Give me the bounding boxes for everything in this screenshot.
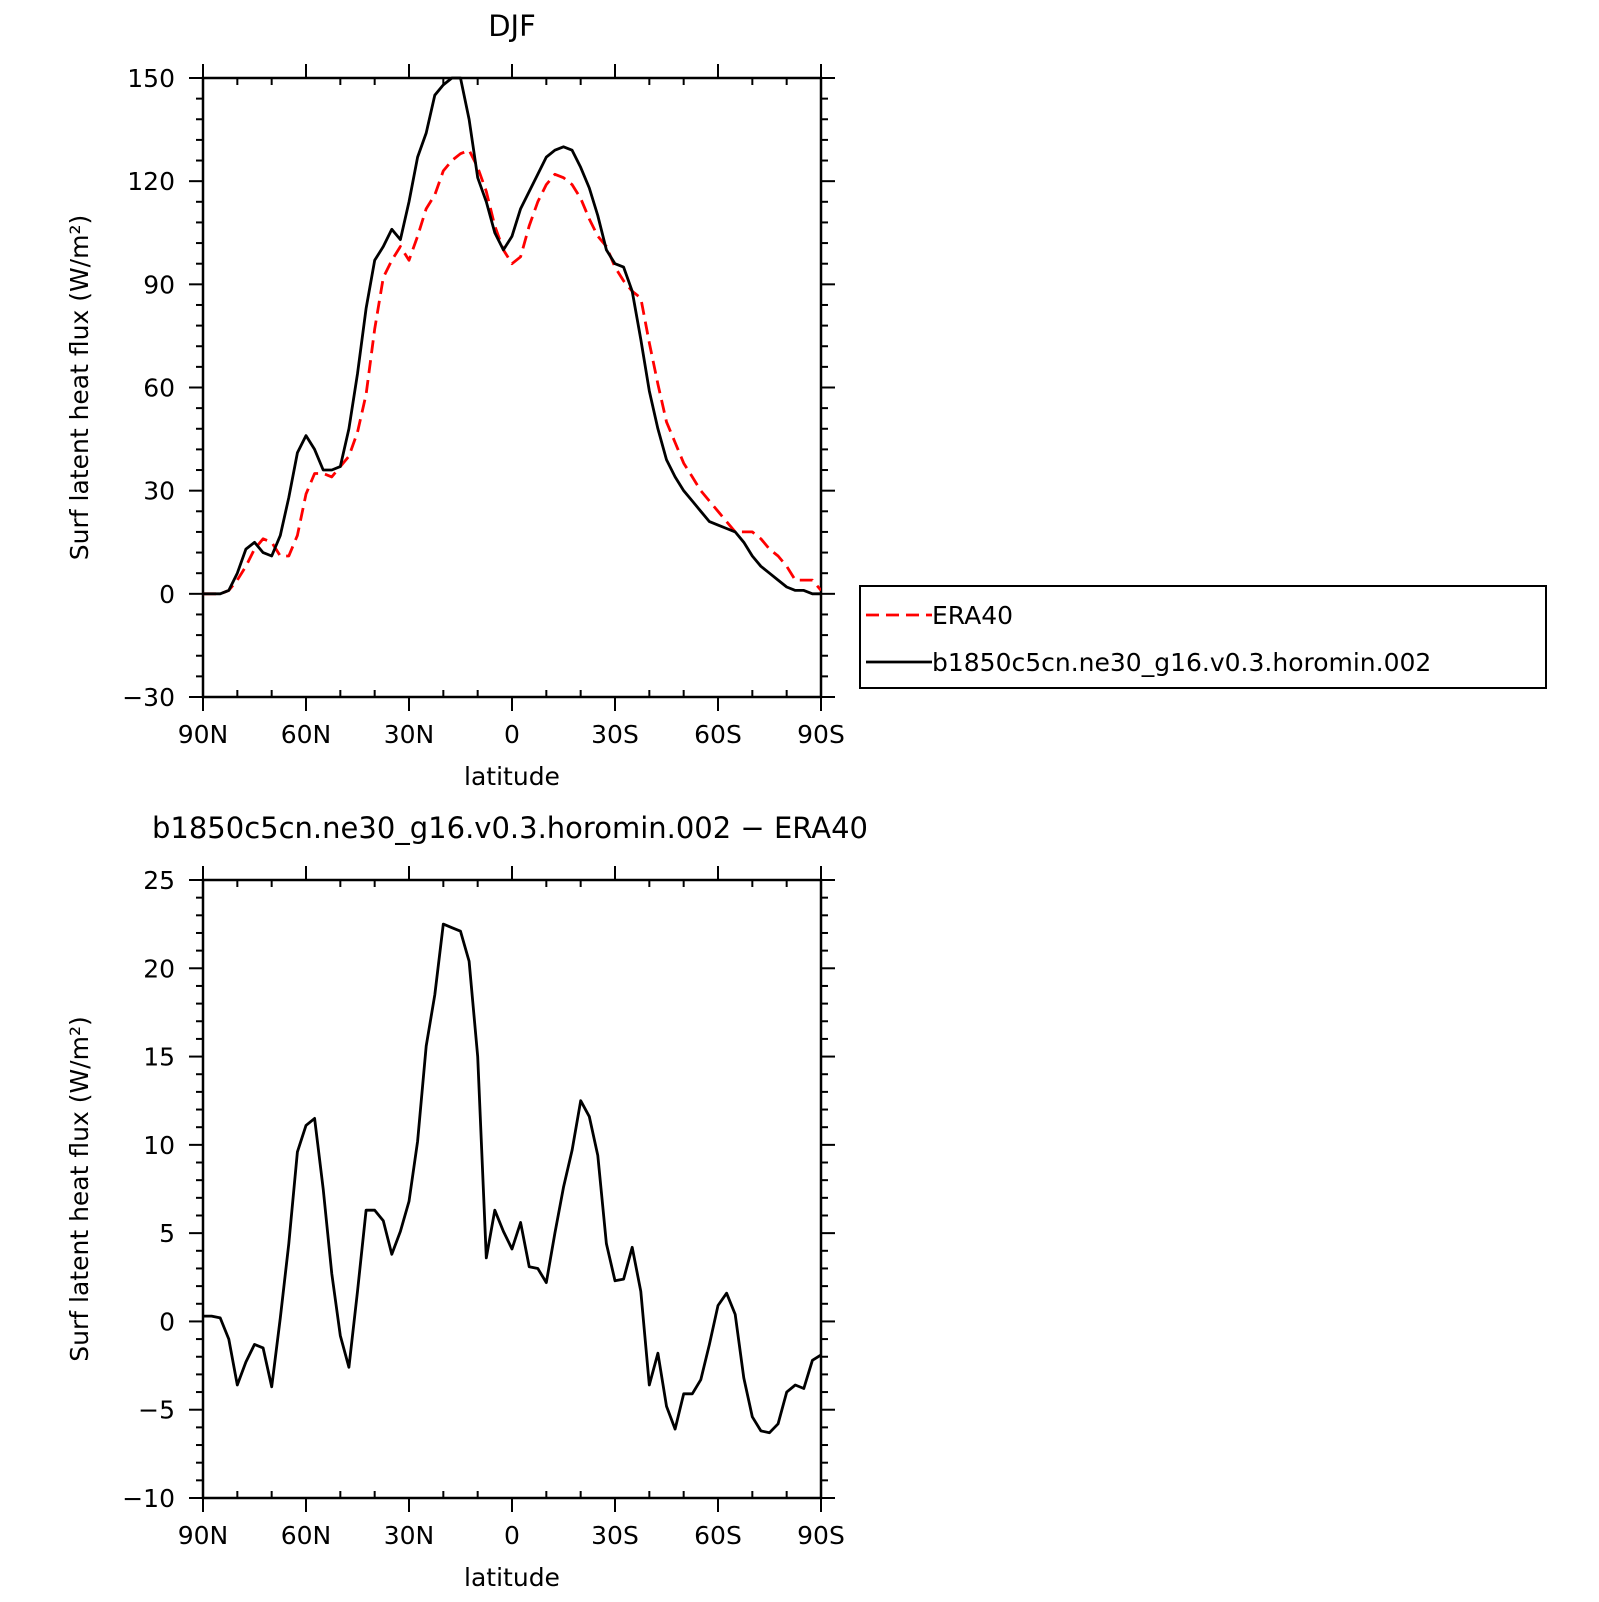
x-tick-label: 60N: [281, 1521, 332, 1550]
y-tick-label: 0: [159, 1307, 175, 1336]
x-tick-label: 90S: [797, 720, 845, 749]
x-axis-title: latitude: [464, 762, 560, 791]
chart-title: DJF: [488, 9, 536, 43]
series-line: [203, 76, 821, 596]
y-tick-label: 30: [143, 477, 175, 506]
latent-heat-flux-panel: 90N 60N 30N 0 30S 60S 90S −30 0 30 60 90 120 150 DJF la…: [65, 9, 845, 791]
difference-line: [203, 922, 821, 1435]
x-tick-label: 30S: [591, 1521, 639, 1550]
legend-box: [859, 585, 1547, 689]
plot-frame: [201, 76, 823, 699]
x-tick-label: 90S: [797, 1521, 845, 1550]
y-axis-title: Surf latent heat flux (W/m²): [65, 1016, 94, 1361]
y-tick-label: 15: [143, 1043, 175, 1072]
y-axis-title: Surf latent heat flux (W/m²): [65, 215, 94, 560]
y-tick-label: 90: [143, 270, 175, 299]
chart-title: b1850c5cn.ne30_g16.v0.3.horomin.002 − ER…: [152, 811, 868, 845]
x-tick-label: 30S: [591, 720, 639, 749]
y-tick-label: 10: [143, 1131, 175, 1160]
y-tick-label: 25: [143, 866, 175, 895]
x-tick-label: 0: [504, 1521, 520, 1550]
x-axis-title: latitude: [464, 1563, 560, 1592]
y-tick-label: 0: [159, 580, 175, 609]
x-tick-label: 60N: [281, 720, 332, 749]
y-tick-label: −5: [138, 1396, 175, 1425]
y-tick-label: 150: [127, 64, 175, 93]
legend-label: b1850c5cn.ne30_g16.v0.3.horomin.002: [932, 648, 1431, 677]
x-tick-label: 90N: [178, 1521, 229, 1550]
x-tick-label: 60S: [694, 1521, 742, 1550]
legend-label: ERA40: [932, 601, 1013, 630]
y-tick-label: 60: [143, 374, 175, 403]
x-tick-label: 30N: [384, 720, 435, 749]
series-line: [203, 148, 821, 596]
x-tick-label: 60S: [694, 720, 742, 749]
y-tick-label: 20: [143, 954, 175, 983]
x-tick-label: 30N: [384, 1521, 435, 1550]
plot-frame: [201, 878, 823, 1500]
y-tick-label: 120: [127, 167, 175, 196]
x-tick-label: 0: [504, 720, 520, 749]
y-tick-label: −10: [122, 1484, 175, 1513]
y-tick-label: −30: [122, 683, 175, 712]
x-tick-label: 90N: [178, 720, 229, 749]
difference-panel: 90N 60N 30N 0 30S 60S 90S −10 −5 0 5 10 15 20 25 b1850c…: [65, 811, 868, 1592]
legend: ERA40 b1850c5cn.ne30_g16.v0.3.horomin.002: [859, 585, 1547, 689]
y-tick-label: 5: [159, 1219, 175, 1248]
